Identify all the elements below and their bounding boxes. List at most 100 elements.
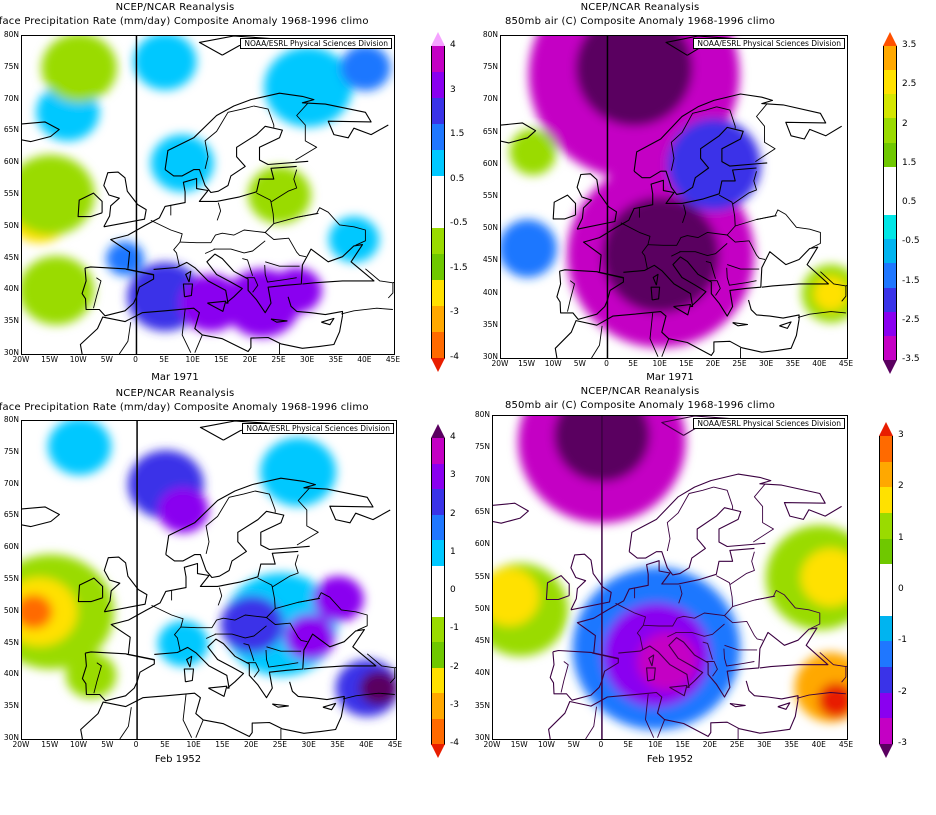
colorbar-tick-label: 1 <box>898 532 904 543</box>
coastline <box>165 510 310 579</box>
latitude-tick-label: 75N <box>482 62 498 72</box>
coastline <box>570 553 612 611</box>
colorbar-tick-label: -3 <box>898 738 907 748</box>
coastline <box>628 473 842 552</box>
colorbar-tick-label: 4 <box>450 40 456 50</box>
country-border <box>126 653 155 661</box>
coastline <box>272 703 289 708</box>
country-border <box>841 285 847 302</box>
colorbar-max-arrow <box>431 32 445 46</box>
colorbar-tick-label: -3.5 <box>902 354 920 364</box>
colorbar-segment <box>883 70 897 95</box>
country-border <box>592 652 619 660</box>
country-border <box>265 649 299 668</box>
colorbar-segment <box>879 590 893 617</box>
latitude-tick-label: 75N <box>3 61 19 71</box>
country-border <box>819 652 847 668</box>
anomaly-region <box>264 46 353 127</box>
coastline <box>552 194 577 220</box>
longitude-tick-label: 5E <box>160 740 170 749</box>
longitude-tick-label: 40E <box>357 355 372 364</box>
coastline <box>198 36 281 56</box>
colorbar-segment <box>883 215 897 240</box>
country-border <box>754 595 776 601</box>
latitude-tick-label: 30N <box>3 733 19 742</box>
panel-title-source: NCEP/NCAR Reanalysis <box>580 386 700 397</box>
panel-title-variable: 850mb air (C) Composite Anomaly 1968-199… <box>504 16 776 27</box>
colorbar-segment <box>879 692 893 719</box>
colorbar-segment <box>431 202 445 229</box>
coastline <box>22 121 60 143</box>
longitude-tick-label: 10W <box>69 355 87 364</box>
country-border <box>204 105 254 170</box>
colorbar-min-arrow <box>879 744 893 758</box>
anomaly-region <box>313 576 364 622</box>
colorbar-segment <box>431 667 445 694</box>
colorbar-segment <box>431 489 445 515</box>
country-border <box>298 597 321 603</box>
colorbar-segment <box>431 332 445 359</box>
country-border <box>180 614 308 643</box>
panel-title-variable: 850mb air (C) Composite Anomaly 1968-199… <box>504 400 776 411</box>
country-border <box>119 707 132 739</box>
longitude-tick-label: 0 <box>133 355 138 364</box>
country-border <box>729 551 755 585</box>
country-border <box>732 171 757 205</box>
latitude-tick-label: 45N <box>474 636 490 646</box>
coastline <box>270 318 288 323</box>
colorbar-tick-label: -4 <box>450 738 459 748</box>
country-border <box>716 106 736 129</box>
longitude-tick-label: 20W <box>483 740 501 749</box>
coastline <box>633 93 842 172</box>
anomaly-region <box>41 36 117 103</box>
country-border <box>246 662 260 678</box>
longitude-tick-label: 5E <box>159 355 169 364</box>
latitude-tick-label: 30N <box>482 352 498 361</box>
country-border <box>253 105 275 128</box>
country-border <box>93 662 102 694</box>
colorbar-min-arrow <box>431 744 445 758</box>
longitude-tick-label: 20E <box>243 740 259 749</box>
colorbar-segment <box>431 228 445 255</box>
colorbar-segment <box>431 124 445 151</box>
panel-title-source: NCEP/NCAR Reanalysis <box>115 388 235 399</box>
coastline <box>79 307 344 354</box>
anomaly-field <box>22 421 396 739</box>
coastline <box>81 651 155 702</box>
anomaly-region <box>667 118 761 212</box>
country-border <box>615 602 646 650</box>
colorbar-tick-label: -1 <box>450 623 459 634</box>
country-border <box>755 103 776 162</box>
colorbar-max-arrow <box>879 422 893 436</box>
date-label: Mar 1971 <box>646 372 694 383</box>
credit-label: NOAA/ESRL Physical Sciences Division <box>693 38 845 49</box>
country-border <box>179 229 306 258</box>
anomaly-region <box>47 421 112 476</box>
colorbar-tick-label: -3 <box>450 699 459 710</box>
colorbar <box>883 32 897 374</box>
colorbar-tick-label: 3.5 <box>902 40 917 50</box>
longitude-tick-label: 20W <box>12 740 30 749</box>
credit-label: NOAA/ESRL Physical Sciences Division <box>693 418 845 429</box>
colorbar-segment <box>883 311 897 337</box>
colorbar-tick-label: 3 <box>450 84 456 95</box>
date-label: Mar 1971 <box>151 372 199 383</box>
country-border <box>182 694 193 738</box>
country-border <box>753 483 774 543</box>
colorbar-tick-label: -0.5 <box>902 236 920 247</box>
longitude-tick-label: 25E <box>732 359 747 368</box>
country-border <box>243 643 255 661</box>
country-border <box>591 325 603 358</box>
colorbar-tick-label: 2 <box>902 118 908 129</box>
latitude-tick-label: 55N <box>3 574 19 583</box>
coastline <box>650 286 661 301</box>
latitude-tick-label: 30N <box>3 348 19 357</box>
coastline <box>623 246 829 317</box>
colorbar-segment <box>431 514 445 541</box>
colorbar-segment <box>431 718 445 745</box>
latitude-tick-label: 75N <box>474 442 490 452</box>
colorbar-tick-label: 0.5 <box>450 173 465 184</box>
colorbar-segment <box>431 306 445 333</box>
longitude-tick-label: 25E <box>271 355 286 364</box>
colorbar-segment <box>883 239 897 264</box>
